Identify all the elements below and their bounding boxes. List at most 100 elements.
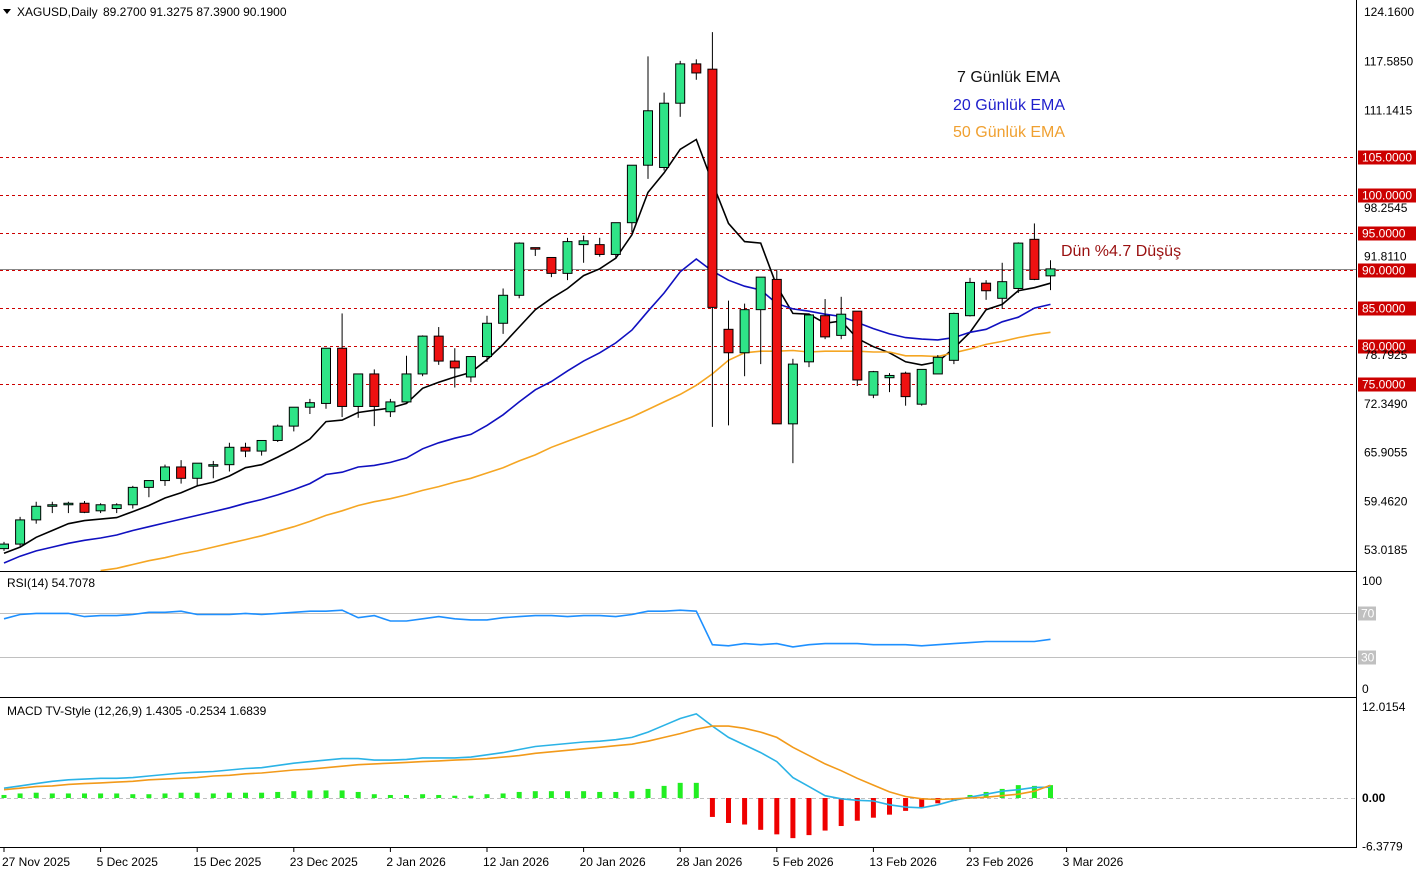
price-axis[interactable]: 105.0000 100.0000 95.0000 90.0000 85.0000 80.… [1358, 5, 1416, 557]
bullish-candle[interactable] [836, 296, 847, 340]
bullish-candle[interactable] [562, 237, 573, 281]
price-tick-label: 117.5850 [1364, 55, 1413, 69]
bullish-candle[interactable] [1013, 242, 1024, 294]
macd-histogram-bar [790, 798, 796, 839]
bullish-candle[interactable] [401, 355, 412, 403]
macd-histogram-bar [162, 793, 168, 798]
level-tag [1358, 377, 1416, 392]
candle-body [804, 314, 814, 363]
bullish-candle[interactable] [224, 442, 235, 472]
level-label: 105.0000 [1362, 151, 1412, 165]
bullish-candle[interactable] [804, 313, 814, 368]
bullish-candle[interactable] [884, 373, 895, 393]
bullish-candle[interactable] [304, 398, 315, 415]
macd-histogram-bar [709, 798, 715, 817]
macd-histogram-bar [226, 792, 232, 798]
dropdown-triangle-icon[interactable] [3, 9, 11, 14]
macd-histogram-bar [194, 792, 200, 798]
candle-body [321, 347, 331, 404]
macd-panel[interactable]: 12.0154 0.00 -6.3779 [0, 700, 1406, 853]
bullish-candle[interactable] [498, 288, 509, 334]
bullish-candle[interactable] [192, 462, 203, 486]
bullish-candle[interactable] [256, 439, 267, 456]
bullish-candle[interactable] [916, 368, 927, 406]
candle-body [15, 519, 26, 545]
bullish-candle[interactable] [578, 235, 589, 263]
bullish-candle[interactable] [288, 406, 299, 432]
bullish-candle[interactable] [465, 356, 476, 383]
macd-histogram-bar [677, 782, 683, 798]
bullish-candle[interactable] [787, 358, 798, 464]
bearish-candle[interactable] [771, 270, 782, 425]
bearish-candle[interactable] [369, 369, 380, 427]
bearish-candle[interactable] [707, 32, 718, 427]
level-tag [1358, 226, 1416, 241]
macd-histogram-bar [452, 795, 458, 798]
bearish-candle[interactable] [900, 371, 911, 406]
bearish-candle[interactable] [820, 299, 831, 340]
bullish-candle[interactable] [675, 60, 686, 117]
bullish-candle[interactable] [143, 480, 154, 498]
bullish-candle[interactable] [868, 370, 879, 399]
bullish-candle[interactable] [626, 164, 637, 233]
bullish-candle[interactable] [111, 503, 122, 514]
bullish-candle[interactable] [417, 335, 428, 377]
candle-body [256, 439, 267, 452]
price-panel[interactable] [0, 32, 1356, 572]
bullish-candle[interactable] [659, 92, 670, 171]
bearish-candle[interactable] [594, 237, 605, 257]
bullish-candle[interactable] [321, 347, 331, 409]
bullish-candle[interactable] [755, 276, 766, 365]
rsi-level-tag [1358, 606, 1376, 621]
bearish-candle[interactable] [981, 280, 992, 300]
candle-body [594, 244, 605, 255]
bullish-candle[interactable] [63, 501, 74, 514]
bullish-candle[interactable] [932, 355, 943, 375]
bullish-candle[interactable] [95, 503, 106, 514]
candle-body [981, 282, 992, 292]
bearish-candle[interactable] [449, 348, 460, 388]
bearish-candle[interactable] [176, 460, 187, 484]
bullish-candle[interactable] [482, 315, 492, 362]
bearish-candle[interactable] [852, 310, 863, 387]
bullish-candle[interactable] [997, 262, 1008, 309]
bearish-candle[interactable] [337, 313, 348, 418]
rsi-panel[interactable]: 70 30 100 0 [0, 574, 1382, 696]
bullish-candle[interactable] [739, 303, 750, 377]
bullish-candle[interactable] [965, 277, 975, 317]
time-tick-label: 13 Feb 2026 [869, 855, 937, 869]
time-axis[interactable]: 27 Nov 2025 5 Dec 2025 15 Dec 2025 23 Dec 2… [2, 848, 1124, 869]
bearish-candle[interactable] [530, 247, 541, 256]
bullish-candle[interactable] [47, 501, 58, 514]
bearish-candle[interactable] [546, 256, 557, 278]
bearish-candle[interactable] [691, 59, 702, 80]
bearish-candle[interactable] [1029, 223, 1040, 281]
bullish-candle[interactable] [1045, 260, 1056, 291]
bearish-candle[interactable] [79, 500, 90, 514]
bullish-candle[interactable] [514, 242, 525, 299]
candle-body [514, 242, 525, 296]
bearish-candle[interactable] [433, 327, 444, 365]
macd-histogram-bar [774, 798, 780, 835]
bullish-candle[interactable] [208, 460, 219, 479]
bullish-candle[interactable] [948, 312, 959, 365]
bullish-candle[interactable] [160, 464, 170, 486]
legend-ema50: 50 Günlük EMA [953, 124, 1065, 141]
bullish-candle[interactable] [643, 56, 653, 179]
bullish-candle[interactable] [15, 516, 26, 547]
bullish-candle[interactable] [31, 501, 42, 524]
bearish-candle[interactable] [723, 300, 734, 426]
candle-body [417, 335, 428, 375]
bullish-candle[interactable] [127, 485, 138, 509]
bullish-candle[interactable] [0, 541, 9, 551]
time-tick-label: 15 Dec 2025 [193, 855, 261, 869]
bullish-candle[interactable] [385, 398, 396, 418]
bullish-candle[interactable] [353, 373, 364, 418]
level-tag [1358, 339, 1416, 354]
bullish-candle[interactable] [610, 222, 621, 259]
macd-histogram-bar [597, 791, 603, 798]
bullish-candle[interactable] [272, 424, 283, 442]
bearish-candle[interactable] [240, 442, 251, 458]
candle-body [771, 278, 782, 425]
